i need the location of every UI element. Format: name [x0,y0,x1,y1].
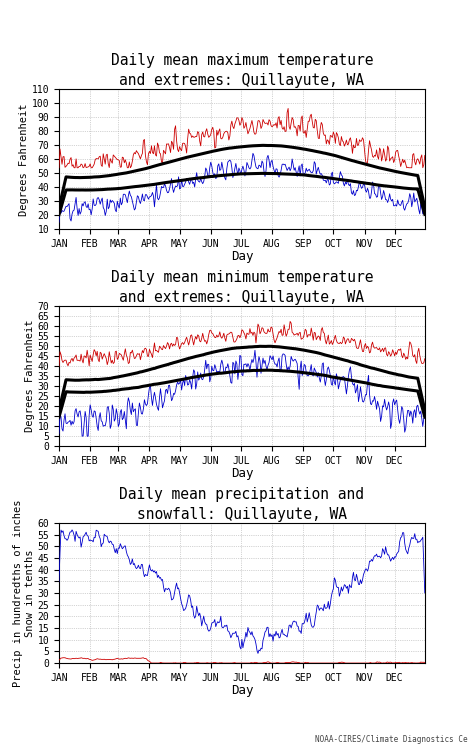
X-axis label: Day: Day [231,684,253,697]
X-axis label: Day: Day [231,250,253,264]
Title: Daily mean maximum temperature
and extremes: Quillayute, WA: Daily mean maximum temperature and extre… [110,54,373,88]
Title: Daily mean precipitation and
snowfall: Quillayute, WA: Daily mean precipitation and snowfall: Q… [119,487,364,522]
Title: Daily mean minimum temperature
and extremes: Quillayute, WA: Daily mean minimum temperature and extre… [110,270,373,305]
X-axis label: Day: Day [231,467,253,481]
Y-axis label: Precip in hundredths of inches
Snow in tenths: Precip in hundredths of inches Snow in t… [13,499,35,687]
Y-axis label: Degrees Fahrenheit: Degrees Fahrenheit [19,103,29,215]
Y-axis label: Degrees Fahrenheit: Degrees Fahrenheit [25,320,35,433]
Text: NOAA-CIRES/Climate Diagnostics Ce: NOAA-CIRES/Climate Diagnostics Ce [315,735,467,744]
